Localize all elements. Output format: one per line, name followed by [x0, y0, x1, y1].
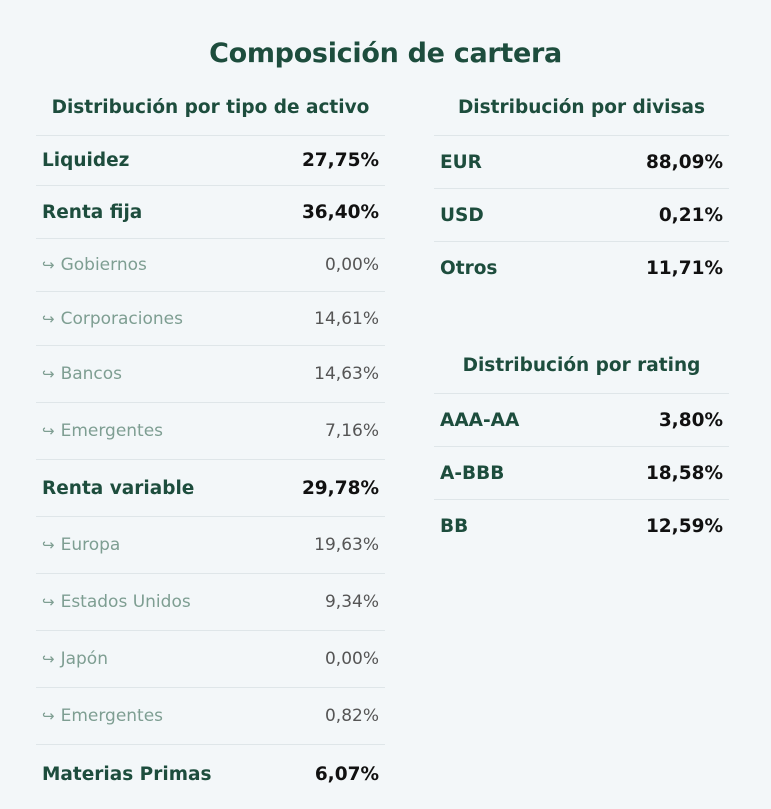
- sub-category-row: ↪ Emergentes 7,16%: [36, 403, 385, 460]
- row-label: ↪ Emergentes: [42, 706, 163, 726]
- subitem-arrow-icon: ↪: [42, 593, 55, 611]
- row-label: BB: [440, 516, 468, 537]
- category-row: EUR 88,09%: [434, 136, 729, 189]
- sub-category-row: ↪ Estados Unidos 9,34%: [36, 574, 385, 631]
- sub-category-row: ↪ Gobiernos 0,00%: [36, 239, 385, 292]
- subitem-arrow-icon: ↪: [42, 536, 55, 554]
- row-value: 19,63%: [314, 535, 379, 555]
- asset-distribution-table: Distribución por tipo de activo Liquidez…: [36, 88, 385, 803]
- row-label-text: Corporaciones: [60, 308, 183, 329]
- row-label-text: Liquidez: [42, 150, 130, 171]
- row-value: 11,71%: [645, 258, 723, 279]
- row-label-text: Bancos: [60, 364, 123, 384]
- category-row: BB 12,59%: [434, 500, 729, 553]
- row-label: ↪ Emergentes: [42, 421, 163, 441]
- row-value: 6,07%: [314, 763, 379, 785]
- row-label: ↪ Corporaciones: [42, 309, 183, 329]
- row-label: ↪ Europa: [42, 535, 120, 555]
- row-value: 3,80%: [658, 409, 723, 431]
- row-value: 27,75%: [301, 150, 379, 171]
- category-row: AAA-AA 3,80%: [434, 394, 729, 447]
- row-value: 0,00%: [324, 255, 379, 275]
- asset-rows: Liquidez 27,75% Renta fija 36,40% ↪ Gobiernos…: [36, 136, 385, 803]
- sub-category-row: ↪ Corporaciones 14,61%: [36, 292, 385, 346]
- category-row: Liquidez 27,75%: [36, 136, 385, 186]
- row-value: 0,00%: [324, 649, 379, 669]
- category-row: Renta fija 36,40%: [36, 186, 385, 239]
- row-label: ↪ Japón: [42, 649, 108, 669]
- row-label-text: USD: [440, 204, 484, 226]
- row-label-text: Gobiernos: [60, 255, 147, 275]
- subitem-arrow-icon: ↪: [42, 256, 55, 274]
- category-row: Otros 11,71%: [434, 242, 729, 295]
- row-value: 7,16%: [324, 421, 379, 441]
- row-label: A-BBB: [440, 463, 504, 484]
- category-row: Materias Primas 6,07%: [36, 745, 385, 803]
- subitem-arrow-icon: ↪: [42, 650, 55, 668]
- row-label: AAA-AA: [440, 410, 519, 431]
- row-label-text: EUR: [440, 151, 482, 173]
- row-value: 14,63%: [314, 364, 379, 384]
- currency-rows: EUR 88,09% USD 0,21% Otros 11,71%: [434, 136, 729, 295]
- row-label-text: Otros: [440, 258, 498, 279]
- sub-category-row: ↪ Japón 0,00%: [36, 631, 385, 688]
- row-label: ↪ Estados Unidos: [42, 592, 191, 612]
- row-label: USD: [440, 205, 484, 226]
- row-label: EUR: [440, 152, 482, 173]
- row-value: 0,21%: [658, 204, 723, 226]
- row-label-text: Materias Primas: [42, 763, 212, 785]
- row-label-text: AAA-AA: [440, 409, 520, 431]
- currency-and-rating-column: Distribución por divisas EUR 88,09% USD 0,2…: [434, 88, 729, 553]
- rating-distribution-heading: Distribución por rating: [434, 346, 729, 394]
- asset-distribution-heading: Distribución por tipo de activo: [36, 88, 385, 136]
- subitem-arrow-icon: ↪: [42, 422, 55, 440]
- row-value: 0,82%: [324, 706, 379, 726]
- category-row: Renta variable 29,78%: [36, 460, 385, 517]
- subitem-arrow-icon: ↪: [42, 707, 55, 725]
- row-value: 12,59%: [645, 516, 723, 537]
- category-row: USD 0,21%: [434, 189, 729, 242]
- row-label-text: Renta fija: [42, 201, 143, 223]
- page-title: Composición de cartera: [209, 38, 562, 69]
- row-label: ↪ Bancos: [42, 364, 122, 384]
- row-label-text: Renta variable: [42, 477, 195, 499]
- row-label-text: A-BBB: [440, 462, 505, 484]
- currency-distribution-heading: Distribución por divisas: [434, 88, 729, 136]
- currency-distribution-table: Distribución por divisas EUR 88,09% USD 0,2…: [434, 88, 729, 295]
- row-value: 29,78%: [301, 477, 379, 499]
- row-label: Renta variable: [42, 478, 194, 499]
- row-label-text: Estados Unidos: [60, 592, 191, 612]
- row-label-text: Europa: [60, 535, 121, 555]
- rating-rows: AAA-AA 3,80% A-BBB 18,58% BB 12,59%: [434, 394, 729, 553]
- row-label-text: Japón: [60, 649, 108, 669]
- row-label-text: Emergentes: [60, 421, 164, 441]
- sub-category-row: ↪ Emergentes 0,82%: [36, 688, 385, 745]
- row-value: 14,61%: [314, 308, 379, 329]
- row-value: 9,34%: [324, 592, 379, 612]
- row-label: Materias Primas: [42, 764, 211, 785]
- row-label: Otros: [440, 258, 497, 279]
- rating-distribution-table: Distribución por rating AAA-AA 3,80% A-BBB…: [434, 346, 729, 553]
- subitem-arrow-icon: ↪: [42, 309, 55, 328]
- sub-category-row: ↪ Bancos 14,63%: [36, 346, 385, 403]
- row-value: 88,09%: [645, 151, 723, 173]
- row-label: Liquidez: [42, 150, 129, 171]
- row-label: ↪ Gobiernos: [42, 255, 147, 275]
- row-value: 18,58%: [645, 462, 723, 484]
- subitem-arrow-icon: ↪: [42, 365, 55, 383]
- row-label-text: BB: [440, 516, 469, 537]
- row-label-text: Emergentes: [60, 706, 164, 726]
- category-row: A-BBB 18,58%: [434, 447, 729, 500]
- sub-category-row: ↪ Europa 19,63%: [36, 517, 385, 574]
- row-label: Renta fija: [42, 202, 142, 223]
- row-value: 36,40%: [301, 201, 379, 223]
